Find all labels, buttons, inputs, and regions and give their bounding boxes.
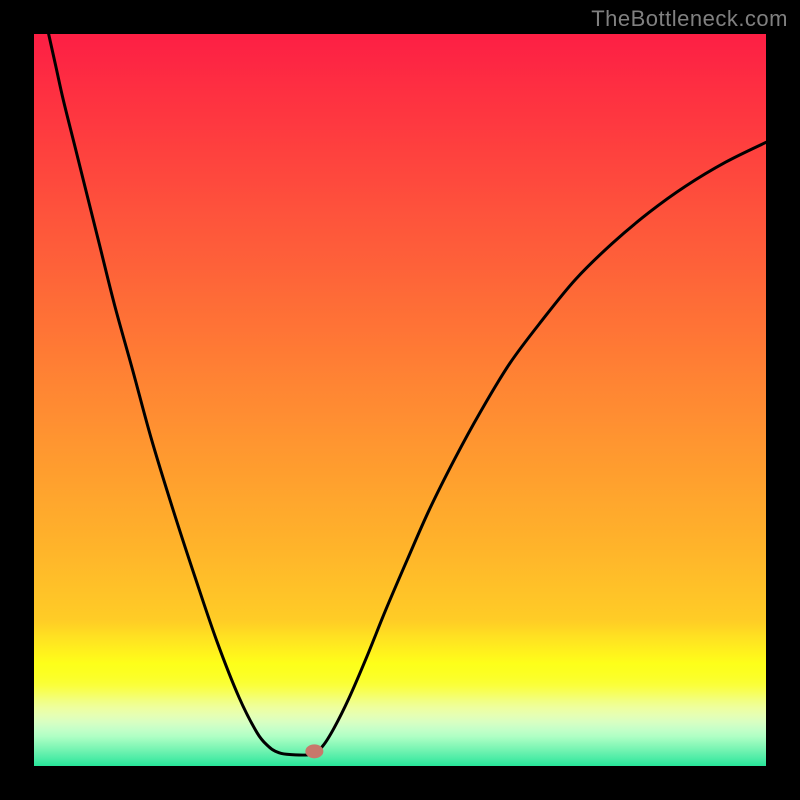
optimum-marker [305, 744, 323, 758]
chart-background [34, 34, 766, 766]
watermark-text: TheBottleneck.com [591, 6, 788, 32]
bottleneck-chart [34, 34, 766, 766]
